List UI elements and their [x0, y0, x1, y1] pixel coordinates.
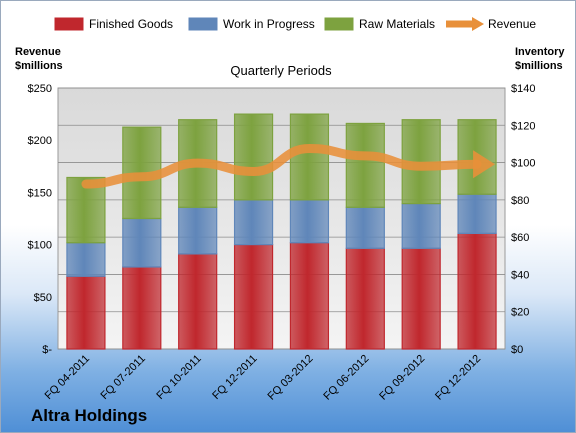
right-axis-tick-label: $20 [511, 307, 529, 319]
right-axis-tick-label: $80 [511, 195, 529, 207]
bar-finished-goods [345, 247, 385, 350]
left-axis-tick-label: $100 [28, 240, 52, 252]
bar-work-in-progress [401, 202, 441, 249]
right-axis-tick-label: $40 [511, 269, 529, 281]
chart-subtitle: Quarterly Periods [230, 63, 332, 78]
bar-work-in-progress [122, 217, 162, 268]
bar-finished-goods [178, 253, 218, 350]
legend-swatch-work-in-progress [188, 17, 218, 31]
legend-label-raw-materials: Raw Materials [359, 17, 435, 31]
legend-label-finished-goods: Finished Goods [89, 17, 173, 31]
company-name: Altra Holdings [31, 406, 148, 425]
x-axis-tick-label: FQ 12-2011 [210, 353, 259, 402]
right-axis-title-line2: $millions [515, 60, 563, 72]
x-axis-tick-label: FQ 06-2012 [321, 353, 371, 403]
bar-finished-goods [122, 266, 162, 350]
revenue-line-arrowhead [473, 150, 496, 179]
left-axis-title-line1: Revenue [15, 46, 61, 58]
legend-swatch-raw-materials [324, 17, 354, 31]
x-axis-tick-label: FQ 04-2011 [43, 353, 92, 402]
left-axis-tick-label: $250 [28, 83, 52, 95]
bar-work-in-progress [289, 199, 330, 244]
bar-work-in-progress [178, 206, 218, 255]
revenue-line [81, 144, 482, 189]
right-axis-tick-label: $140 [511, 83, 535, 95]
right-axis-tick-label: $100 [511, 158, 535, 170]
legend-swatch-finished-goods [54, 17, 84, 31]
bar-work-in-progress [345, 206, 385, 249]
bar-finished-goods [457, 232, 497, 350]
x-axis-tick-label: FQ 03-2012 [266, 353, 316, 403]
x-axis-tick-label: FQ 10-2011 [154, 353, 203, 402]
legend-arrow-revenue [472, 17, 484, 31]
right-axis-tick-label: $0 [511, 344, 523, 356]
left-axis-tick-label: $50 [34, 292, 52, 304]
right-axis-tick-label: $120 [511, 120, 535, 132]
bar-work-in-progress [66, 242, 106, 277]
bar-finished-goods [66, 275, 106, 350]
x-axis-tick-label: FQ 07-2011 [99, 353, 148, 402]
left-axis-tick-label: $- [42, 344, 52, 356]
bar-finished-goods [289, 242, 330, 350]
legend-label-revenue: Revenue [488, 17, 536, 31]
bar-work-in-progress [457, 193, 497, 235]
bar-work-in-progress [233, 199, 274, 246]
right-axis-title: Inventory $millions [515, 45, 565, 73]
right-axis-tick-label: $60 [511, 232, 529, 244]
bar-raw-materials [345, 122, 385, 208]
left-axis-title: Revenue $millions [15, 45, 63, 73]
left-axis-tick-label: $200 [28, 135, 52, 147]
bar-raw-materials [233, 113, 274, 201]
bar-finished-goods [233, 244, 274, 350]
x-axis-tick-label: FQ 12-2012 [433, 353, 483, 403]
right-axis-title-line1: Inventory [515, 46, 565, 58]
left-axis-tick-label: $150 [28, 187, 52, 199]
bar-finished-goods [401, 247, 441, 350]
bar-raw-materials [289, 113, 330, 201]
legend-label-work-in-progress: Work in Progress [223, 17, 315, 31]
bar-raw-materials [66, 176, 106, 244]
left-axis-title-line2: $millions [15, 60, 63, 72]
x-axis-tick-label: FQ 09-2012 [377, 353, 427, 403]
